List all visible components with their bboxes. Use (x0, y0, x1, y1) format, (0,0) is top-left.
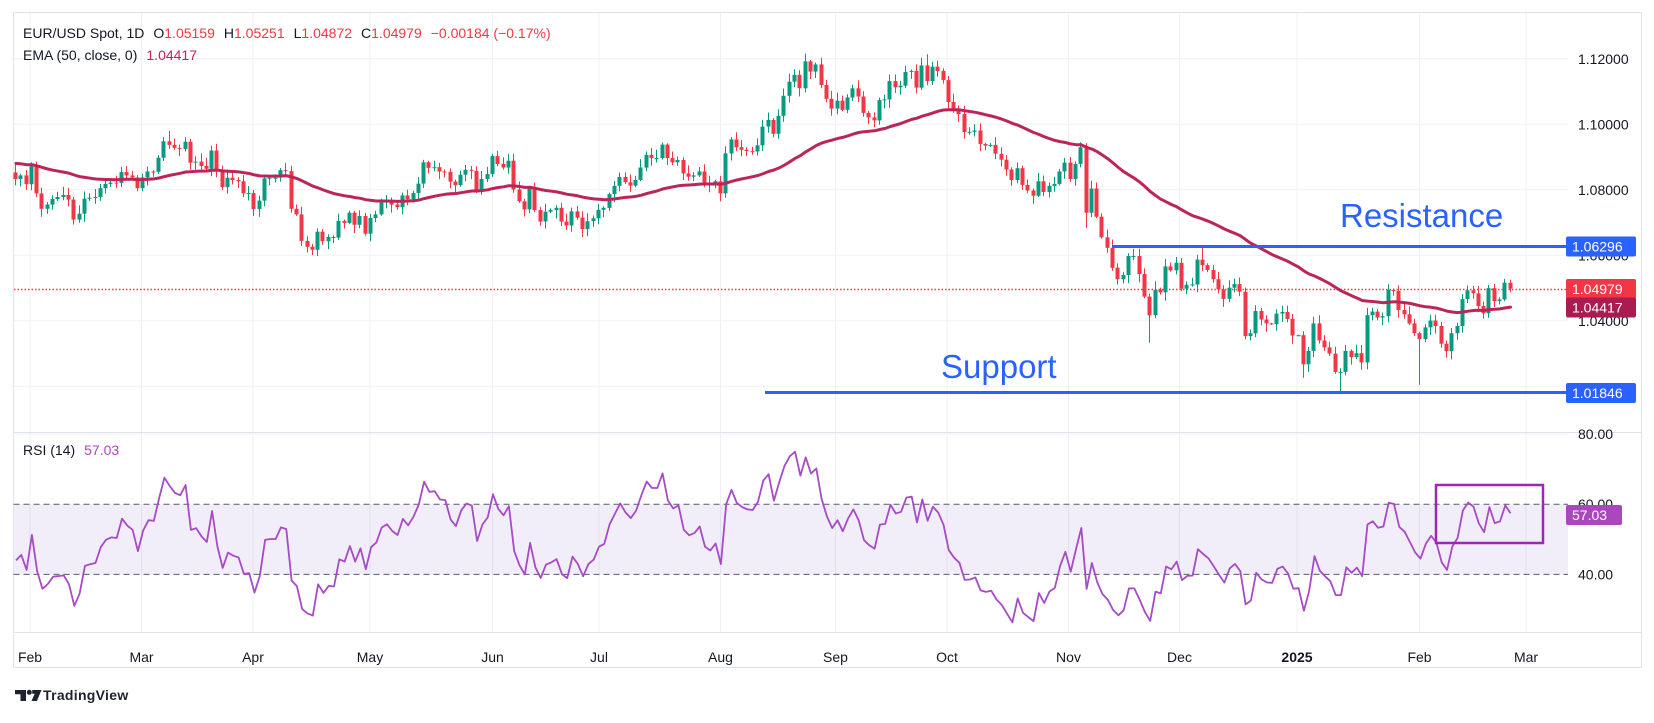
svg-text:TradingView: TradingView (43, 687, 129, 703)
svg-text:Resistance: Resistance (1340, 197, 1503, 234)
svg-text:1.01846: 1.01846 (1572, 385, 1623, 401)
svg-text:Jun: Jun (481, 649, 504, 665)
svg-text:1.04417: 1.04417 (1572, 300, 1623, 316)
svg-text:Feb: Feb (18, 649, 42, 665)
svg-text:1.10000: 1.10000 (1578, 116, 1629, 132)
svg-text:Oct: Oct (936, 649, 958, 665)
svg-text:Mar: Mar (1514, 649, 1538, 665)
svg-text:Jul: Jul (590, 649, 608, 665)
svg-text:Support: Support (941, 348, 1057, 385)
svg-text:80.00: 80.00 (1578, 426, 1613, 442)
svg-text:Dec: Dec (1167, 649, 1192, 665)
svg-text:RSI (14)57.03: RSI (14) 57.03 (23, 442, 119, 458)
svg-text:Mar: Mar (129, 649, 153, 665)
svg-text:1.08000: 1.08000 (1578, 182, 1629, 198)
svg-text:EMA (50, close, 0)1.04417: EMA (50, close, 0) 1.04417 (23, 47, 197, 63)
svg-text:May: May (357, 649, 383, 665)
svg-text:40.00: 40.00 (1578, 566, 1613, 582)
svg-text:Sep: Sep (823, 649, 848, 665)
svg-text:Apr: Apr (242, 649, 264, 665)
svg-text:Feb: Feb (1407, 649, 1431, 665)
svg-text:Aug: Aug (708, 649, 733, 665)
svg-text:2025: 2025 (1281, 649, 1312, 665)
svg-text:1.12000: 1.12000 (1578, 51, 1629, 67)
svg-text:Nov: Nov (1056, 649, 1081, 665)
svg-text:1.04979: 1.04979 (1572, 281, 1623, 297)
svg-text:57.03: 57.03 (1572, 507, 1607, 523)
svg-text:1.06296: 1.06296 (1572, 239, 1623, 255)
